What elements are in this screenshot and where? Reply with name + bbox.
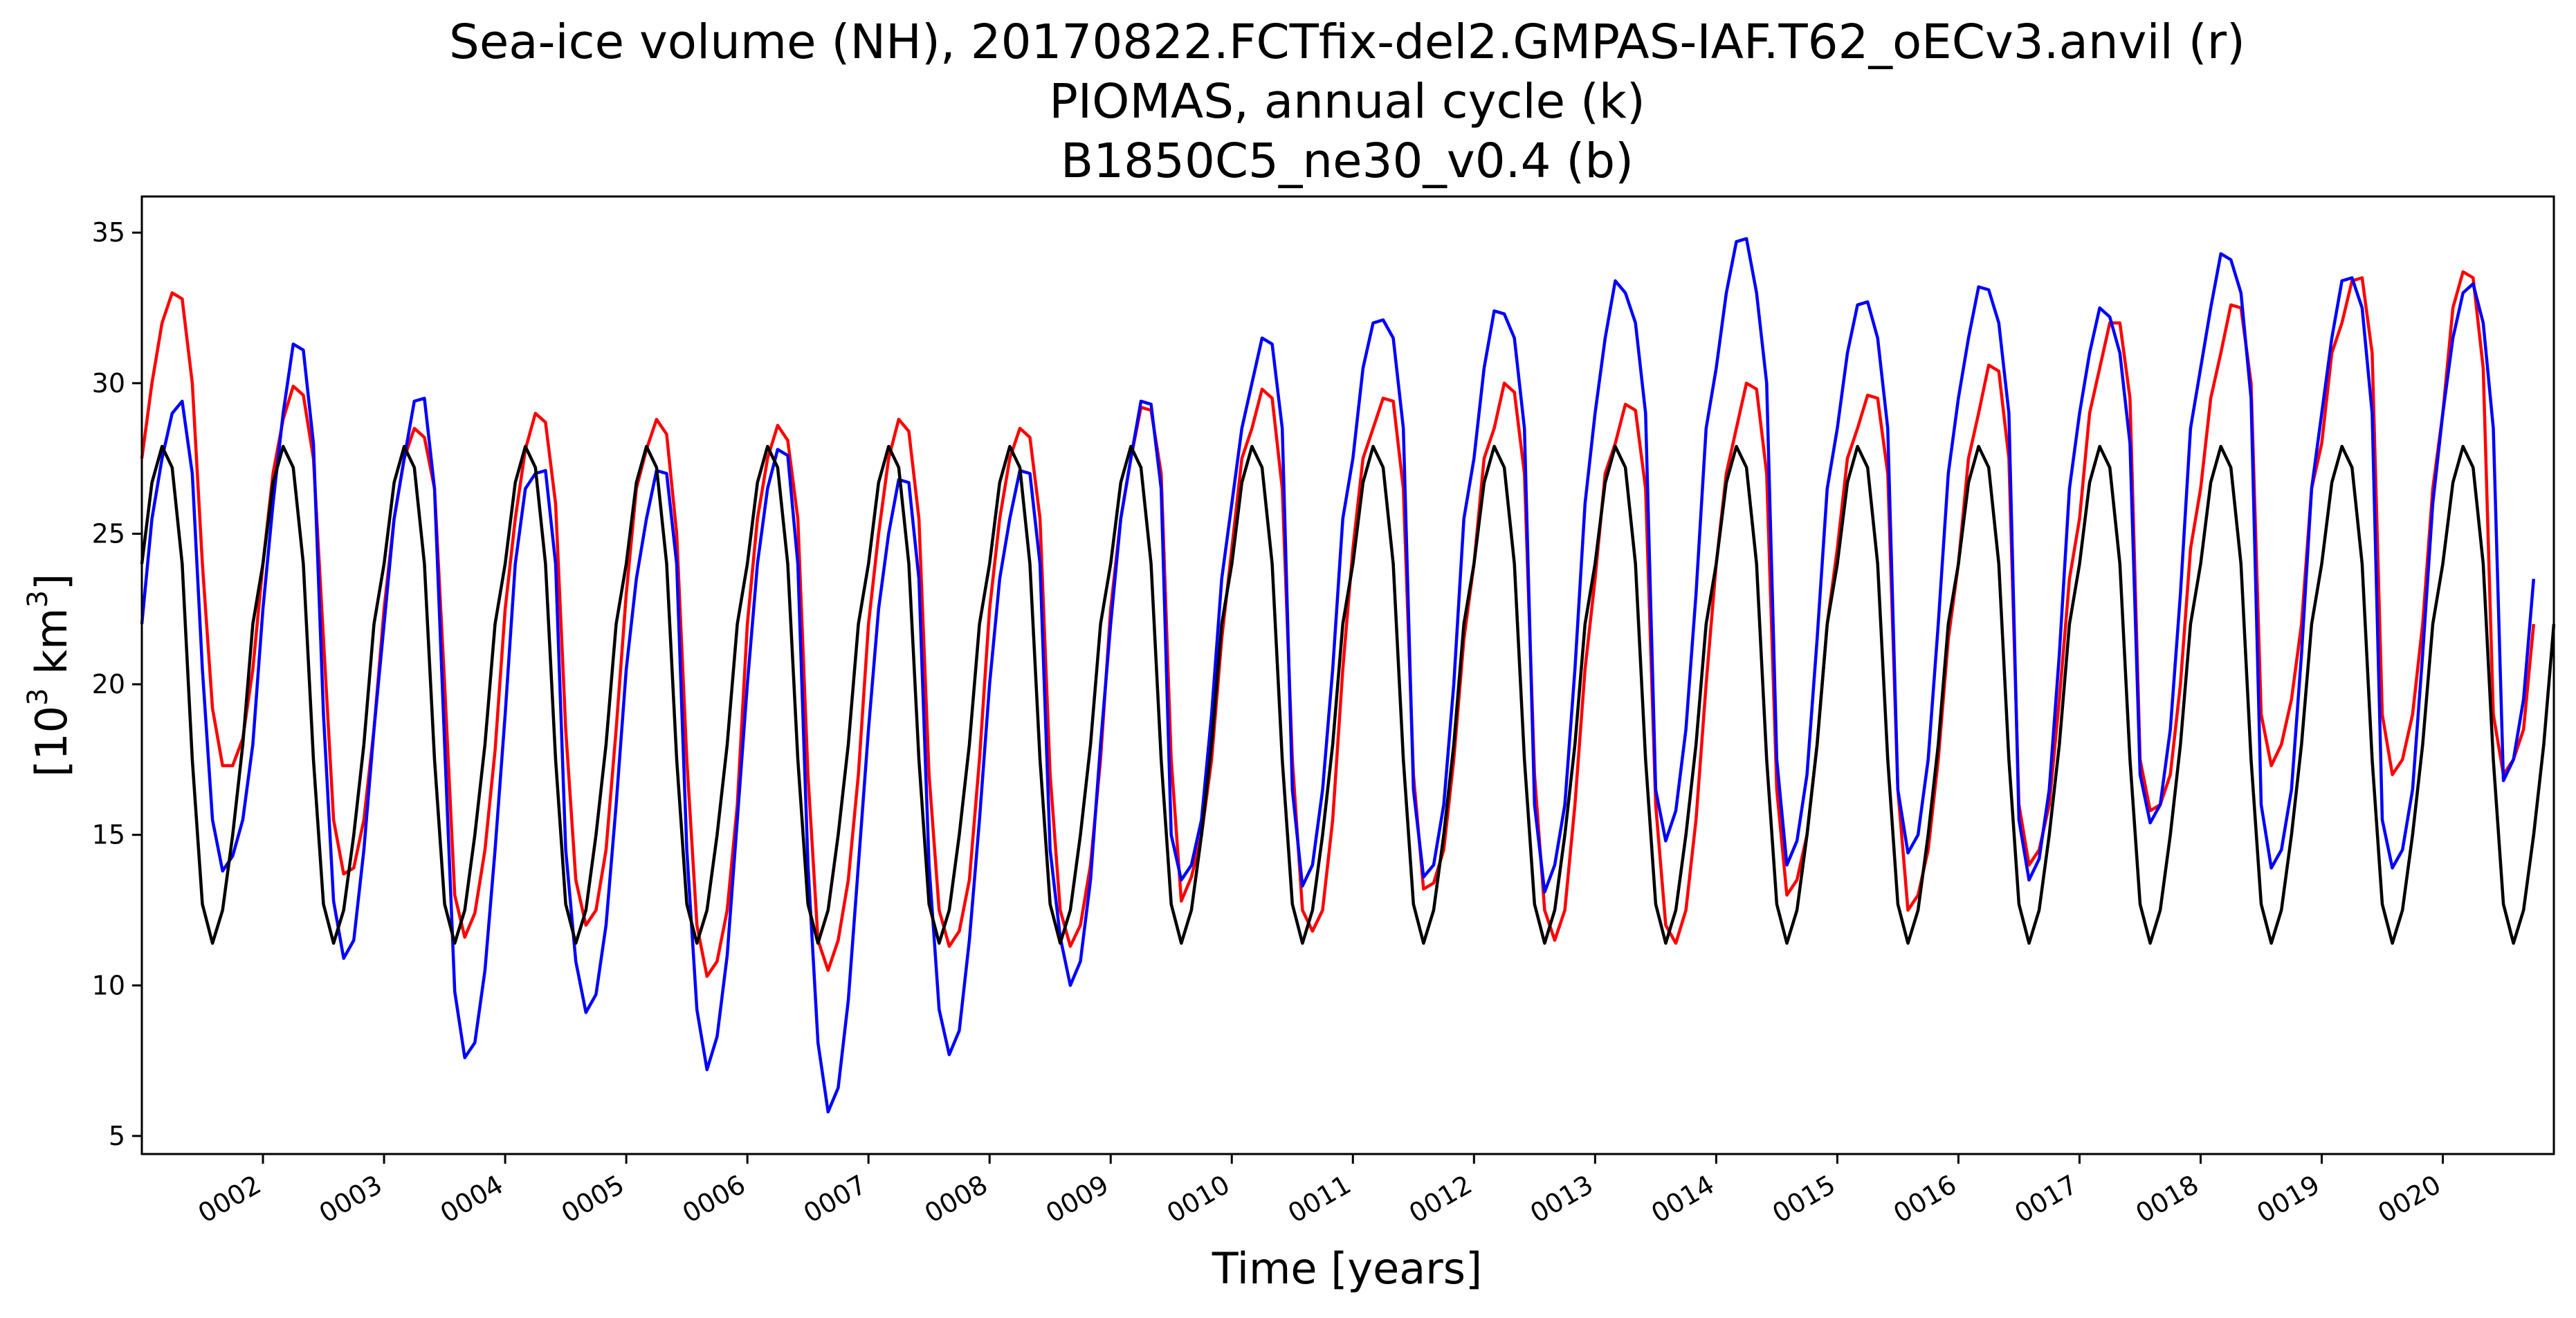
x-tick-label: 0012 <box>1404 1169 1477 1229</box>
y-axis: 5 10 15 20 25 30 35 <box>92 217 142 1151</box>
y-tick-label: 15 <box>92 820 125 850</box>
title-line-1: Sea-ice volume (NH), 20170822.FCTfix-del… <box>449 15 2245 70</box>
y-tick-label: 10 <box>92 970 125 1000</box>
x-tick-label: 0009 <box>1041 1169 1114 1229</box>
x-tick-label: 0014 <box>1646 1169 1719 1229</box>
x-tick-label: 0015 <box>1767 1169 1840 1229</box>
x-tick-label: 0019 <box>2251 1169 2325 1229</box>
x-tick-label: 0020 <box>2373 1169 2446 1229</box>
y-label-suffix: ] <box>26 574 77 590</box>
x-tick-label: 0006 <box>677 1169 751 1229</box>
series-line-2 <box>140 237 2536 1114</box>
x-tick-label: 0016 <box>1888 1169 1962 1229</box>
x-tick-label: 0008 <box>920 1169 993 1229</box>
chart-title: Sea-ice volume (NH), 20170822.FCTfix-del… <box>449 15 2245 189</box>
y-label-prefix: [10 <box>26 706 77 777</box>
plot-area <box>140 237 2556 1114</box>
x-tick-label: 0017 <box>2009 1169 2083 1229</box>
title-line-2: PIOMAS, annual cycle (k) <box>1049 74 1645 129</box>
x-tick-label: 0004 <box>435 1169 509 1229</box>
y-label-sup-2: 3 <box>22 590 54 607</box>
series-line-3 <box>140 444 2556 945</box>
y-tick-label: 30 <box>92 368 125 399</box>
x-axis: 0002 0003 0004 0005 0006 0007 0008 0009 0010 0011… <box>193 1154 2446 1229</box>
y-label-mid: km <box>26 608 77 688</box>
y-tick-label: 25 <box>92 518 125 549</box>
y-label-sup-1: 3 <box>22 688 54 706</box>
x-tick-label: 0018 <box>2130 1169 2204 1229</box>
y-tick-label: 20 <box>92 669 125 699</box>
title-line-3: B1850C5_ne30_v0.4 (b) <box>1061 134 1634 189</box>
y-tick-label: 5 <box>109 1121 125 1151</box>
x-axis-label: Time [years] <box>1212 1243 1482 1294</box>
x-tick-label: 0011 <box>1283 1169 1356 1229</box>
plot-frame <box>140 195 2555 1155</box>
y-tick-label: 35 <box>92 217 125 248</box>
x-tick-label: 0013 <box>1525 1169 1598 1229</box>
series-line-1 <box>140 270 2536 978</box>
x-tick-label: 0002 <box>193 1169 266 1229</box>
x-tick-label: 0005 <box>556 1169 630 1229</box>
x-tick-label: 0010 <box>1162 1169 1235 1229</box>
y-axis-label: [103 km3] <box>22 574 77 777</box>
x-tick-label: 0003 <box>314 1169 387 1229</box>
x-tick-label: 0007 <box>798 1169 872 1229</box>
